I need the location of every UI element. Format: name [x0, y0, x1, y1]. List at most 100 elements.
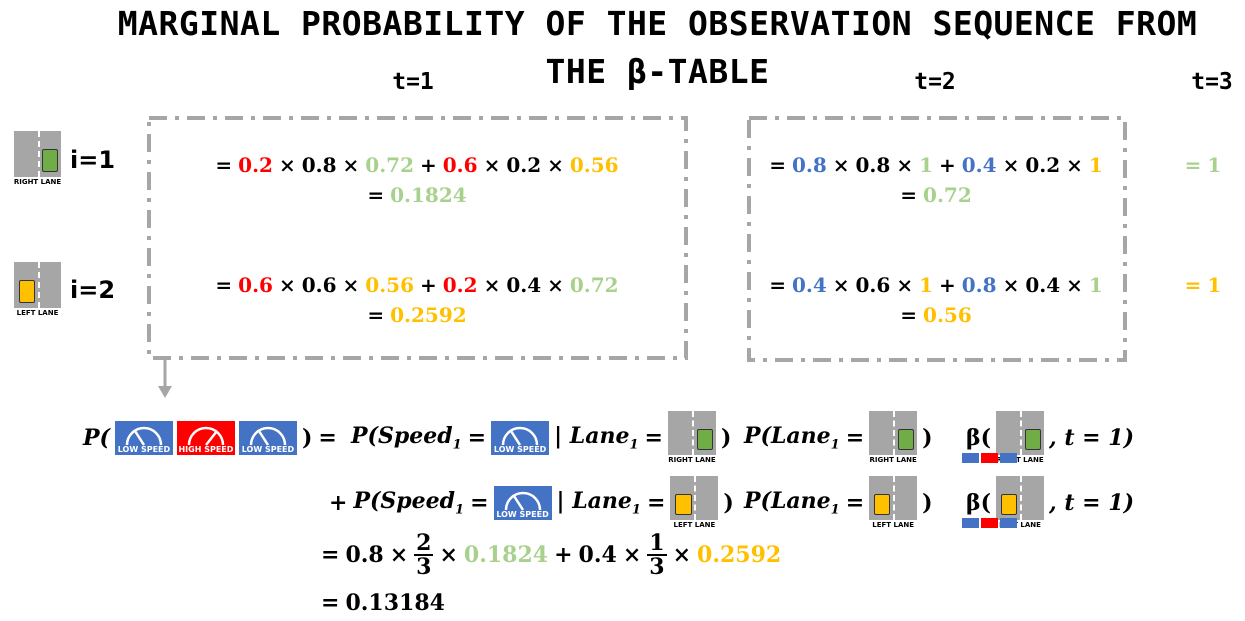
- token-text: , t = 1): [1049, 425, 1134, 451]
- token-text: 0.4: [791, 273, 827, 297]
- token-text: ×: [896, 273, 914, 297]
- token: +: [554, 542, 572, 568]
- icon-label: LEFT LANE: [673, 521, 716, 529]
- equation-line: = 0.1824: [364, 183, 469, 207]
- car: [897, 428, 915, 451]
- token: =: [1185, 273, 1202, 297]
- token: P(: [83, 425, 110, 451]
- speed-icon: LOW SPEED: [238, 421, 297, 455]
- lane-divider: [37, 131, 40, 177]
- token: 0.6: [302, 273, 337, 297]
- derivation-segment: P(Lane1 = LEFT LANE): [741, 476, 936, 530]
- token: ×: [1003, 153, 1020, 177]
- token: 0.13184: [345, 590, 445, 616]
- speed-icon: HIGH SPEED: [176, 421, 235, 455]
- icon-label: LOW SPEED: [117, 445, 171, 454]
- token: 0.1824: [464, 542, 548, 568]
- title: MARGINAL PROBABILITY OF THE OBSERVATION …: [117, 4, 1198, 91]
- token: , t = 1): [1049, 425, 1134, 451]
- subscript: 1: [629, 437, 639, 453]
- equation-line: = 0.72: [897, 183, 974, 207]
- lane-divider: [893, 476, 896, 520]
- token: P(Lane1: [744, 423, 840, 452]
- token-text: 0.2: [1025, 153, 1061, 177]
- token: 0.2592: [697, 542, 781, 568]
- road: [869, 476, 918, 520]
- token: 0.6: [238, 273, 273, 297]
- token: 0.8: [856, 153, 891, 177]
- token-text: 0.56: [569, 153, 619, 177]
- token: 1: [1207, 273, 1221, 297]
- car: [1000, 493, 1018, 516]
- token-text: =: [367, 303, 385, 327]
- token-text: , t = 1): [1049, 490, 1134, 516]
- token: ×: [833, 273, 850, 297]
- road-icon: LEFT LANE: [869, 476, 918, 530]
- token: 1: [919, 273, 933, 297]
- box-t1: [147, 116, 688, 360]
- token-text: =: [467, 425, 487, 451]
- icon-label: RIGHT LANE: [668, 456, 716, 464]
- token-text: 1: [1207, 273, 1222, 297]
- token-text: =: [321, 590, 340, 616]
- token: ): [922, 425, 932, 451]
- token-text: P(Speed: [351, 423, 453, 450]
- subscript: 1: [830, 502, 840, 518]
- token: 0.6: [443, 153, 478, 177]
- column-header: t=3: [1191, 69, 1233, 95]
- token-text: 0.6: [442, 153, 478, 177]
- token-text: β(: [966, 425, 992, 451]
- token: ×: [279, 153, 296, 177]
- road-icon: LEFT LANE: [14, 262, 61, 318]
- token: ×: [896, 273, 913, 297]
- token-text: 0.2592: [390, 303, 467, 327]
- token: =: [645, 425, 663, 451]
- token-text: =: [900, 303, 918, 327]
- car: [42, 149, 59, 173]
- token: =: [647, 490, 665, 516]
- token: =: [321, 542, 339, 568]
- token: 0.2: [1025, 153, 1060, 177]
- road-icon: RIGHT LANE: [14, 131, 61, 187]
- token: +: [939, 153, 956, 177]
- row-icon: LEFT LANE: [12, 262, 63, 318]
- equation-line: = 0.8 × 0.8 × 1 +0.4 × 0.2 × 1: [766, 153, 1106, 177]
- mini-icon: [1000, 453, 1018, 463]
- token: ×: [343, 153, 360, 177]
- numerator: 1: [647, 530, 667, 556]
- icon-label: RIGHT LANE: [13, 178, 62, 186]
- mini-icon: [962, 453, 980, 463]
- token-text: =: [470, 490, 489, 516]
- road-icon: RIGHT LANE: [667, 411, 716, 465]
- mini-icons: [962, 518, 1018, 528]
- token: 0.2592: [390, 303, 467, 327]
- gauge: [125, 426, 163, 446]
- token: =: [318, 425, 336, 451]
- token: +: [329, 490, 347, 516]
- token: 0.4: [792, 273, 827, 297]
- token: ×: [833, 153, 850, 177]
- token-text: P(Lane: [744, 488, 831, 515]
- derivation-segment: P(Speed1 = LOW SPEED | Lane1 = RIGHT LANE): [348, 411, 734, 465]
- token-text: =: [769, 273, 786, 297]
- token-text: 1: [1207, 153, 1222, 177]
- row-label: i=2: [70, 276, 116, 304]
- token: +: [420, 273, 437, 297]
- token: ×: [547, 273, 564, 297]
- token-text: 0.8: [961, 273, 997, 297]
- row-icon: RIGHT LANE: [12, 131, 63, 187]
- token: =: [1185, 153, 1202, 177]
- token: =: [367, 303, 384, 327]
- token: P(Lane1: [744, 488, 840, 517]
- road-icon: RIGHT LANE: [962, 411, 1045, 465]
- token-text: =: [900, 183, 918, 207]
- token: ): [302, 425, 312, 451]
- token: =: [470, 490, 488, 516]
- token-text: 0.8: [855, 153, 891, 177]
- token: ×: [896, 153, 913, 177]
- token: 0.72: [365, 153, 414, 177]
- road-icon: LEFT LANE: [962, 476, 1045, 530]
- token-text: =: [215, 273, 233, 297]
